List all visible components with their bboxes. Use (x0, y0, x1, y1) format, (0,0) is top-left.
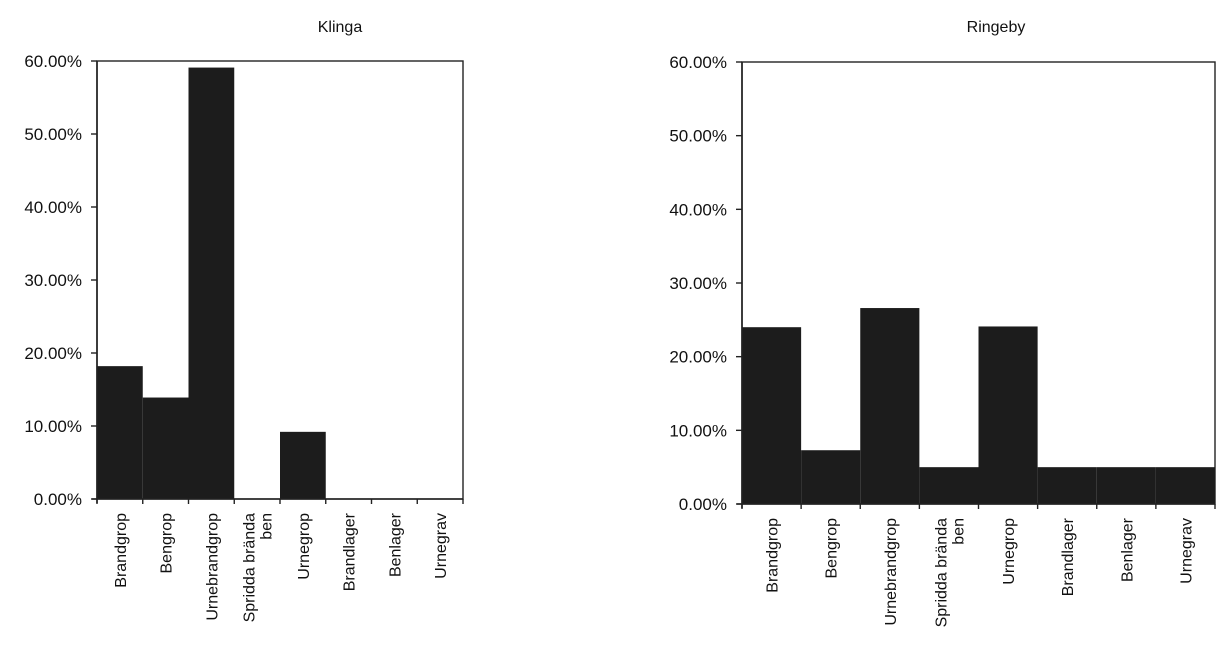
category-label: Urnegrop (1001, 518, 1018, 585)
category-label-line: Brandgrop (765, 518, 782, 593)
y-tick-label: 10.00% (669, 421, 727, 440)
y-tick-label: 50.00% (669, 127, 727, 146)
y-tick-label: 0.00% (34, 490, 82, 509)
y-tick-label: 60.00% (24, 52, 82, 71)
y-tick-label: 20.00% (669, 348, 727, 367)
category-label-line: Urnegrop (1001, 518, 1018, 585)
y-tick-label: 50.00% (24, 125, 82, 144)
bar-ringeby-2 (801, 450, 861, 504)
category-label: Brandlager (342, 512, 359, 591)
category-label-line: Benlager (1119, 517, 1136, 582)
category-label-line: Bengrop (159, 513, 176, 574)
category-label-line: ben (950, 518, 967, 545)
y-tick-label: 0.00% (679, 495, 727, 514)
category-label: Urnegrop (296, 513, 313, 580)
category-label: Urnebrandgrop (204, 513, 221, 621)
y-tick-label: 40.00% (24, 198, 82, 217)
category-label: Brandgrop (113, 513, 130, 588)
bar-ringeby-7 (1096, 467, 1156, 504)
category-label: Brandgrop (765, 518, 782, 593)
category-label-line: Brandlager (342, 512, 359, 591)
category-label: Brandlager (1060, 517, 1077, 596)
category-label: Urnegrav (1178, 518, 1195, 584)
category-label: Urnebrandgrop (883, 518, 900, 626)
category-label-line: Spridda brända (242, 513, 259, 623)
category-label: Urnegrav (433, 513, 450, 579)
bar-ringeby-1 (742, 327, 802, 504)
bar-ringeby-6 (1037, 467, 1097, 504)
y-tick-label: 10.00% (24, 417, 82, 436)
y-tick-label: 30.00% (24, 271, 82, 290)
bar-ringeby-8 (1155, 467, 1215, 504)
category-label-line: Brandgrop (113, 513, 130, 588)
y-tick-label: 20.00% (24, 344, 82, 363)
category-label: Bengrop (824, 518, 841, 579)
chart-ringeby: Ringeby 0.00% 10.00% 20.00% 30.00% 40.00% 50.0… (669, 19, 1216, 628)
category-label: Spridda brändaben (933, 518, 967, 628)
category-label-line: Bengrop (824, 518, 841, 579)
y-tick-label: 60.00% (669, 53, 727, 72)
category-label: Spridda brändaben (242, 513, 276, 623)
category-label-line: Benlager (387, 512, 404, 577)
chart-title: Ringeby (967, 19, 1026, 36)
bar-ringeby-5 (978, 326, 1038, 504)
bar-klinga-5 (280, 431, 326, 499)
chart-klinga: Klinga 0.00% 10.00% 20.00% 30.00% 40.00% 50.00… (24, 19, 464, 623)
bar-klinga-2 (142, 397, 189, 499)
bar-klinga-1 (97, 366, 143, 499)
bar-klinga-3 (188, 67, 235, 499)
category-label-line: Urnegrop (296, 513, 313, 580)
category-label: Benlager (1119, 517, 1136, 582)
bar-ringeby-4 (919, 467, 979, 504)
category-label: Benlager (387, 512, 404, 577)
y-tick-label: 30.00% (669, 274, 727, 293)
bar-ringeby-3 (860, 308, 920, 504)
category-label: Bengrop (159, 513, 176, 574)
category-label-line: Urnebrandgrop (883, 518, 900, 626)
category-label-line: ben (259, 513, 276, 540)
y-tick-label: 40.00% (669, 200, 727, 219)
category-label-line: Urnegrav (433, 513, 450, 579)
chart-title: Klinga (318, 19, 363, 36)
category-label-line: Urnegrav (1178, 518, 1195, 584)
category-label-line: Urnebrandgrop (204, 513, 221, 621)
category-label-line: Spridda brända (933, 518, 950, 628)
category-label-line: Brandlager (1060, 517, 1077, 596)
